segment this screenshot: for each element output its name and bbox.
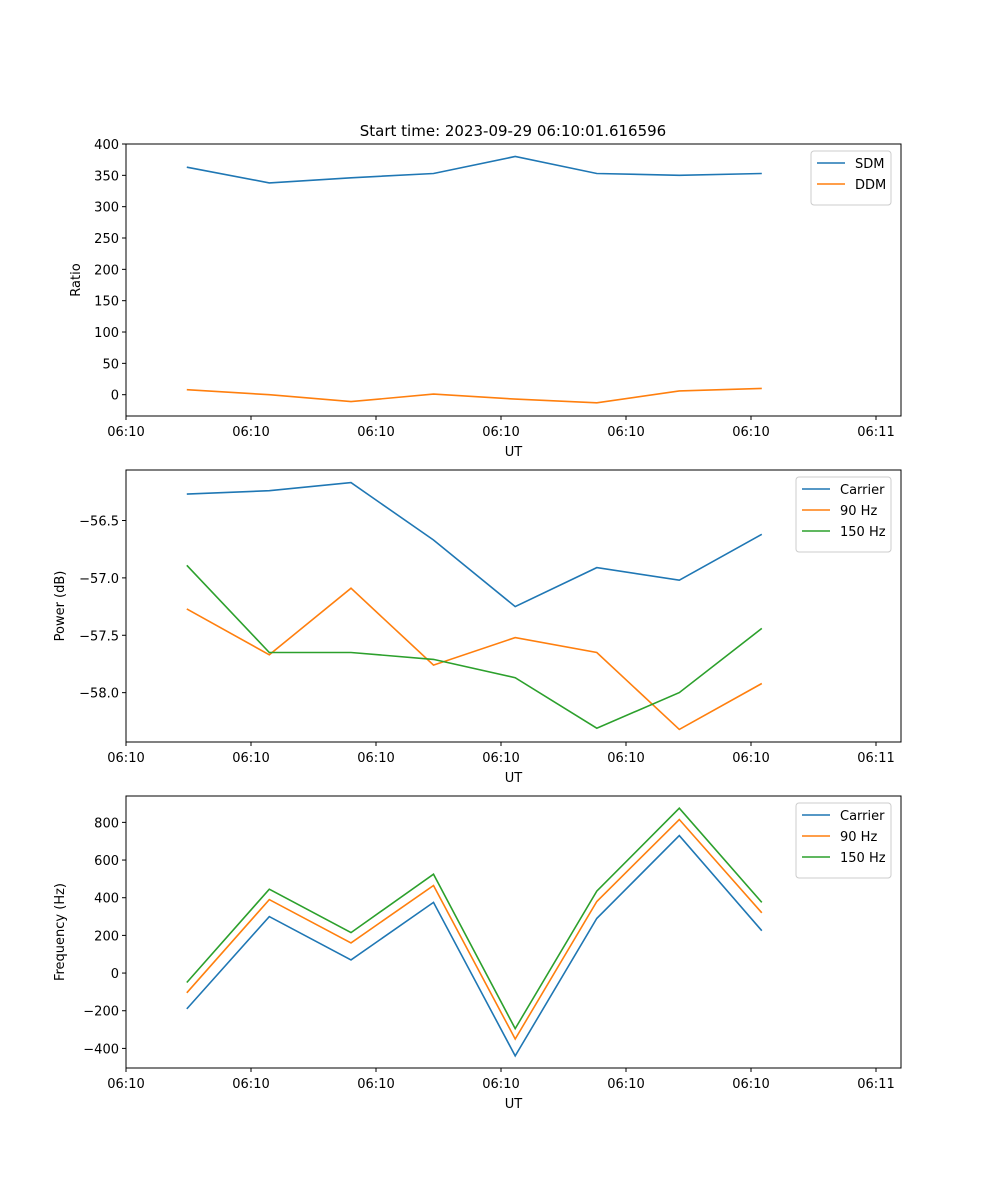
y-tick-label: −57.5 — [79, 629, 119, 644]
series-line-2 — [186, 587, 763, 731]
x-tick-label: 06:10 — [232, 1077, 269, 1092]
x-axis-label: UT — [505, 771, 523, 786]
charts: 06:10 06:10 06:10 06:10 06:10 06:10 06:11 0 50 10… — [53, 138, 902, 1112]
y-tick-label: −200 — [83, 1005, 119, 1020]
y-tick-label: −58.0 — [79, 687, 119, 702]
y-tick-label: 200 — [94, 263, 119, 278]
x-tick-label: 06:10 — [232, 425, 269, 440]
y-tick-label: 400 — [94, 138, 119, 153]
x-tick-label: 06:10 — [732, 425, 769, 440]
y-tick-label: 0 — [111, 967, 119, 982]
y-axis-label: Power (dB) — [53, 571, 68, 642]
y-tick-label: 200 — [94, 929, 119, 944]
series-line-1 — [186, 155, 762, 184]
x-tick-label: 06:10 — [357, 751, 394, 766]
x-tick-label: 06:10 — [482, 751, 519, 766]
legend-box — [795, 802, 892, 879]
chart-2: 06:10 06:10 06:10 06:10 06:10 06:10 06:11 −56.5… — [53, 469, 902, 786]
chart-3: 06:10 06:10 06:10 06:10 06:10 06:10 06:11 −400 −… — [53, 795, 902, 1112]
x-tick-label: 06:10 — [607, 751, 644, 766]
legend: Carrier 90 Hz 150 Hz — [795, 476, 892, 553]
y-tick-label: 300 — [94, 201, 119, 216]
legend-label: 90 Hz — [840, 830, 877, 845]
legend-label: SDM — [855, 157, 884, 172]
series-line-1 — [186, 834, 763, 1058]
y-tick-label: 800 — [94, 816, 119, 831]
legend-label: Carrier — [840, 809, 885, 824]
x-tick-label: 06:11 — [857, 1077, 894, 1092]
y-tick-label: 400 — [94, 892, 119, 907]
x-tick-label: 06:10 — [482, 1077, 519, 1092]
legend-label: 150 Hz — [840, 851, 886, 866]
y-tick-label: 0 — [111, 389, 119, 404]
y-tick-label: 350 — [94, 169, 119, 184]
y-tick-label: 150 — [94, 295, 119, 310]
x-tick-label: 06:10 — [482, 425, 519, 440]
x-tick-label: 06:11 — [857, 751, 894, 766]
x-tick-label: 06:10 — [357, 1077, 394, 1092]
series-line-3 — [186, 807, 763, 1031]
x-tick-label: 06:10 — [357, 425, 394, 440]
axes-frame — [125, 469, 902, 743]
legend: Carrier 90 Hz 150 Hz — [795, 802, 892, 879]
y-tick-label: −56.5 — [79, 514, 119, 529]
x-tick-label: 06:10 — [107, 425, 144, 440]
y-tick-label: 250 — [94, 232, 119, 247]
x-tick-label: 06:10 — [232, 751, 269, 766]
y-tick-label: −57.0 — [79, 572, 119, 587]
series-line-2 — [186, 818, 763, 1041]
y-tick-label: 600 — [94, 854, 119, 869]
x-tick-label: 06:10 — [107, 1077, 144, 1092]
x-tick-label: 06:10 — [732, 1077, 769, 1092]
x-tick-label: 06:10 — [607, 425, 644, 440]
legend-box — [795, 476, 892, 553]
series-line-1 — [186, 481, 763, 608]
series-line-3 — [186, 564, 763, 730]
y-axis-label: Ratio — [69, 263, 84, 296]
legend: SDM DDM — [810, 150, 892, 206]
axes-frame — [125, 143, 902, 417]
figure-title: Start time: 2023-09-29 06:10:01.616596 — [360, 122, 666, 140]
x-tick-label: 06:11 — [857, 425, 894, 440]
x-axis-label: UT — [505, 1097, 523, 1112]
x-tick-label: 06:10 — [107, 751, 144, 766]
y-axis-label: Frequency (Hz) — [53, 883, 68, 981]
legend-label: 150 Hz — [840, 525, 886, 540]
legend-label: Carrier — [840, 483, 885, 498]
chart-1: 06:10 06:10 06:10 06:10 06:10 06:10 06:11 0 50 10… — [69, 138, 902, 460]
axes-frame — [125, 795, 902, 1069]
x-tick-label: 06:10 — [732, 751, 769, 766]
legend-box — [810, 150, 892, 206]
y-tick-label: −400 — [83, 1042, 119, 1057]
legend-label: DDM — [855, 178, 886, 193]
y-tick-label: 100 — [94, 326, 119, 341]
series-line-2 — [186, 387, 762, 404]
legend-label: 90 Hz — [840, 504, 877, 519]
x-axis-label: UT — [505, 445, 523, 460]
x-tick-label: 06:10 — [607, 1077, 644, 1092]
y-tick-label: 50 — [102, 357, 119, 372]
